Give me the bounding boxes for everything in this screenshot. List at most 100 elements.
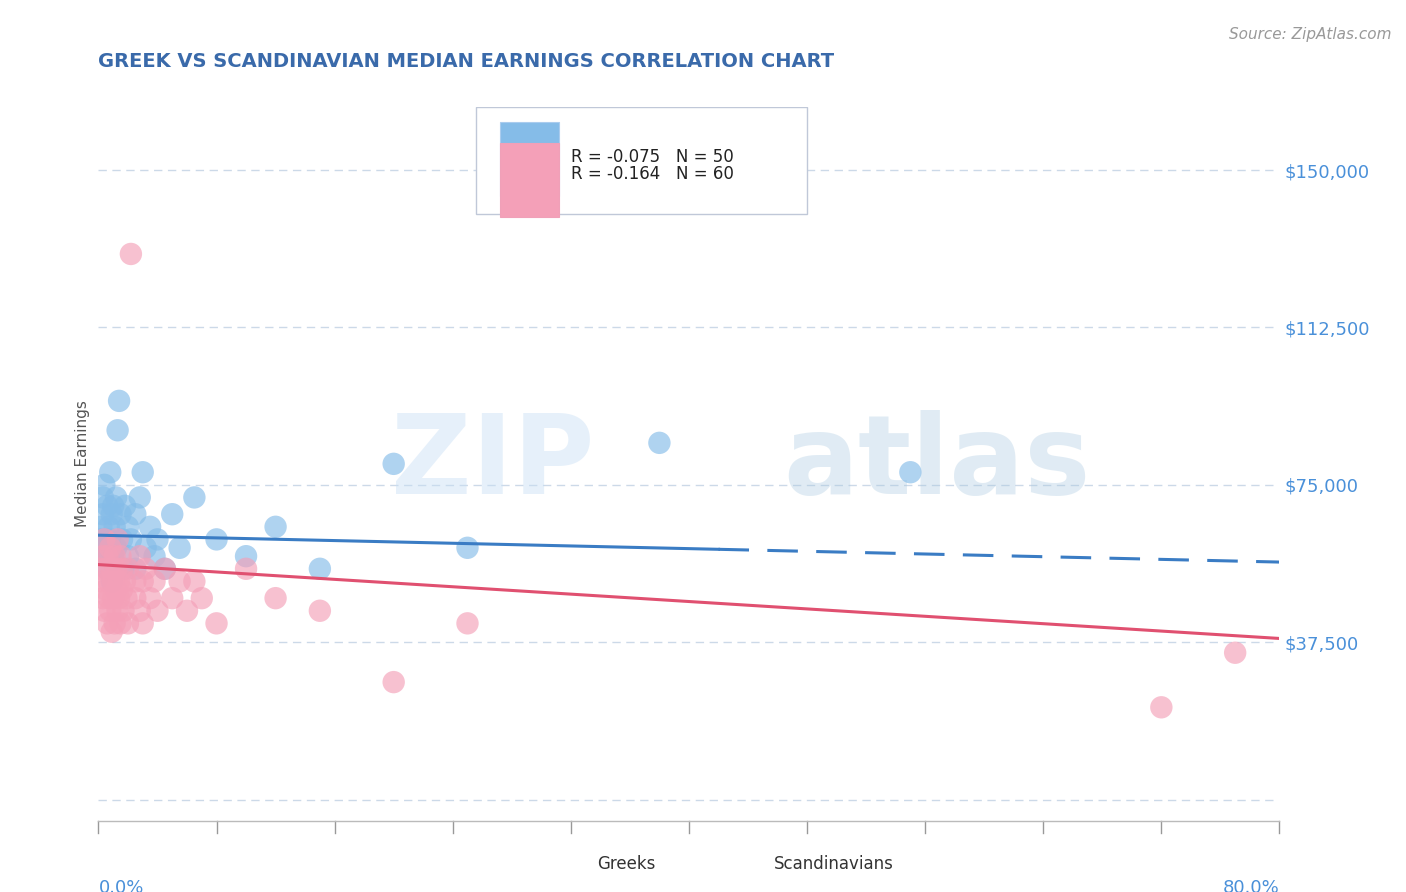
Point <box>183 574 205 589</box>
Point <box>111 582 134 597</box>
Point <box>1150 700 1173 714</box>
FancyBboxPatch shape <box>477 107 807 214</box>
Text: atlas: atlas <box>783 410 1091 517</box>
Point <box>169 574 191 589</box>
Point <box>153 562 176 576</box>
Point <box>112 604 135 618</box>
Text: 0.0%: 0.0% <box>98 880 143 892</box>
Point <box>117 549 139 564</box>
Point <box>135 541 157 555</box>
Point <box>107 604 129 618</box>
Point <box>264 591 287 606</box>
Point <box>146 604 169 618</box>
Point <box>98 533 121 547</box>
Point <box>111 562 134 576</box>
Point <box>98 541 121 555</box>
Point <box>89 533 111 547</box>
Point <box>107 533 129 547</box>
Point <box>128 549 150 564</box>
Point <box>105 562 128 576</box>
Point <box>100 507 122 521</box>
Text: 80.0%: 80.0% <box>1223 880 1279 892</box>
Point <box>98 604 121 618</box>
Point <box>100 574 122 589</box>
Point <box>382 457 405 471</box>
Point <box>93 541 115 555</box>
Point <box>162 591 183 606</box>
Point <box>114 499 136 513</box>
Point <box>120 247 142 261</box>
Point <box>205 533 228 547</box>
Point <box>456 616 478 631</box>
Point <box>169 541 191 555</box>
Point <box>309 562 332 576</box>
Point <box>103 591 125 606</box>
Point <box>235 562 257 576</box>
Point <box>107 423 129 437</box>
Point <box>93 604 115 618</box>
Point <box>105 582 128 597</box>
Point <box>91 507 114 521</box>
Point <box>96 562 118 576</box>
Text: Source: ZipAtlas.com: Source: ZipAtlas.com <box>1229 27 1392 42</box>
Point <box>96 499 118 513</box>
Point <box>115 591 138 606</box>
Point <box>183 491 205 505</box>
Point <box>162 507 183 521</box>
Point <box>456 541 478 555</box>
Point <box>96 616 118 631</box>
Point <box>110 507 132 521</box>
Point <box>124 574 146 589</box>
Point <box>105 491 128 505</box>
Text: Scandinavians: Scandinavians <box>773 855 894 873</box>
Point <box>117 562 139 576</box>
Point <box>128 604 150 618</box>
Text: R = -0.164   N = 60: R = -0.164 N = 60 <box>571 165 734 183</box>
Point <box>108 574 131 589</box>
Point <box>97 520 120 534</box>
Point <box>117 520 139 534</box>
Point <box>94 533 117 547</box>
Point <box>90 520 112 534</box>
Point <box>94 549 117 564</box>
Point <box>900 465 922 479</box>
Point <box>112 562 135 576</box>
Point <box>91 491 114 505</box>
Point <box>98 465 121 479</box>
FancyBboxPatch shape <box>740 851 770 877</box>
Point <box>105 541 128 555</box>
Point <box>114 574 136 589</box>
Point <box>264 520 287 534</box>
Point <box>235 549 257 564</box>
Point <box>110 616 132 631</box>
Point <box>124 507 146 521</box>
Point <box>90 574 112 589</box>
FancyBboxPatch shape <box>562 851 593 877</box>
Point <box>100 624 122 639</box>
Text: GREEK VS SCANDINAVIAN MEDIAN EARNINGS CORRELATION CHART: GREEK VS SCANDINAVIAN MEDIAN EARNINGS CO… <box>98 53 835 71</box>
Point <box>143 549 166 564</box>
Point <box>139 591 162 606</box>
Point <box>100 562 122 576</box>
Point <box>104 616 127 631</box>
Text: R = -0.075   N = 50: R = -0.075 N = 50 <box>571 148 734 166</box>
Point <box>205 616 228 631</box>
Point <box>132 574 155 589</box>
Point <box>132 465 155 479</box>
Point <box>93 478 115 492</box>
FancyBboxPatch shape <box>501 143 560 217</box>
Point <box>91 549 114 564</box>
Point <box>104 520 127 534</box>
Point <box>97 574 120 589</box>
Point <box>108 393 131 408</box>
Point <box>124 591 146 606</box>
Point <box>103 499 125 513</box>
Point <box>104 549 127 564</box>
Point <box>135 562 157 576</box>
Point <box>139 520 162 534</box>
Point <box>91 591 114 606</box>
Point <box>309 604 332 618</box>
Point <box>124 562 146 576</box>
Point <box>97 591 120 606</box>
Point <box>97 549 120 564</box>
